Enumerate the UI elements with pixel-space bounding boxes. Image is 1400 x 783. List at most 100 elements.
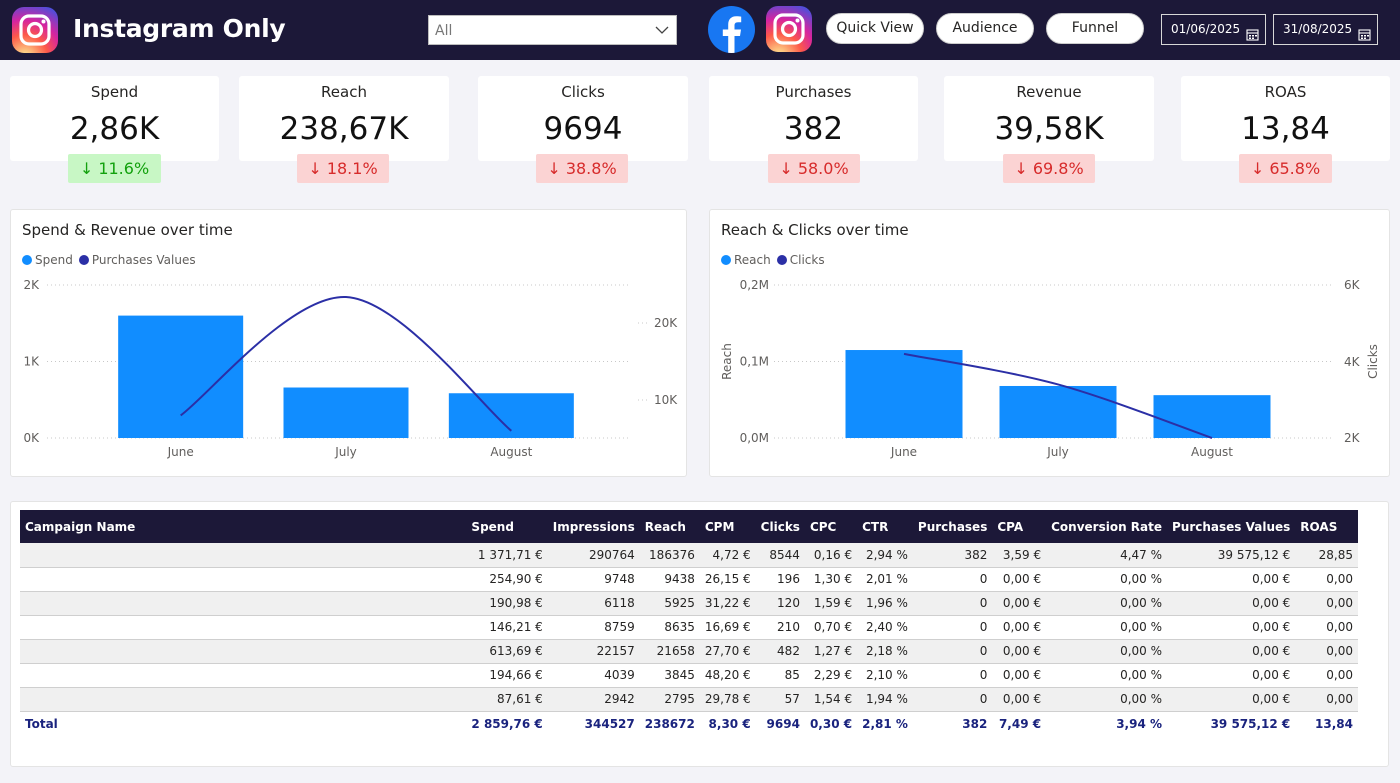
instagram-button-icon[interactable] <box>766 6 812 52</box>
y-tick-label: 0,0M <box>740 431 769 445</box>
reach-clicks-chart[interactable]: Reach & Clicks over time Reach Clicks 0,… <box>709 209 1390 477</box>
quick-view-button[interactable]: Quick View <box>826 13 924 44</box>
table-row[interactable]: 190,98 €6118 5925 31,22 €120 1,59 €1,96 % 0 0… <box>20 591 1358 616</box>
legend-dot <box>22 255 32 265</box>
kpi-card-revenue: Revenue 39,58K <box>944 76 1154 161</box>
cell-ctr: 1,96 % <box>857 591 913 616</box>
cell-spend: 254,90 € <box>466 567 548 592</box>
column-header-roas[interactable]: ROAS <box>1295 510 1358 543</box>
facebook-icon[interactable] <box>708 6 755 53</box>
x-tick-label: August <box>1191 445 1233 459</box>
calendar-icon[interactable] <box>1358 23 1371 52</box>
cell-cpa: 0,00 € <box>992 615 1047 640</box>
kpi-delta-clicks: ↓ 38.8% <box>536 154 628 183</box>
cell-cpc: 1,59 € <box>804 591 858 616</box>
legend-item-spend[interactable]: Spend <box>22 253 73 267</box>
cell-roas: 0,00 <box>1295 663 1358 688</box>
legend-item-purchases-values[interactable]: Purchases Values <box>78 253 196 267</box>
legend-item-clicks[interactable]: Clicks <box>776 253 825 267</box>
cell-impressions: 290764 <box>547 543 640 568</box>
kpi-label: Clicks <box>561 83 605 101</box>
kpi-label: Revenue <box>1016 83 1082 101</box>
kpi-card-purchases: Purchases 382 <box>709 76 918 161</box>
y2-tick-label: 4K <box>1344 355 1361 369</box>
cell-reach: 3845 <box>639 663 700 688</box>
table-row[interactable]: 194,66 €4039 3845 48,20 €85 2,29 €2,10 % 0 0,… <box>20 663 1358 688</box>
table-header-row: Campaign Name Spend Impressions Reach CPM Cli… <box>20 510 1358 543</box>
cell-campaign-name <box>20 591 467 616</box>
campaign-table: Campaign Name Spend Impressions Reach CPM Cli… <box>20 510 1358 737</box>
date-start-input[interactable]: 01/06/2025 <box>1161 14 1266 45</box>
column-header-cpm[interactable]: CPM <box>699 510 756 543</box>
y-tick-label: 0K <box>23 431 40 445</box>
column-header-impressions[interactable]: Impressions <box>547 510 640 543</box>
y2-tick-label: 10K <box>654 393 678 407</box>
date-start-value: 01/06/2025 <box>1171 22 1241 36</box>
column-header-campaign-name[interactable]: Campaign Name <box>20 510 467 543</box>
cell-reach: 5925 <box>639 591 700 616</box>
cell-reach: 9438 <box>639 567 700 592</box>
bar-june <box>845 350 963 438</box>
total-ctr: 2,81 % <box>857 710 913 737</box>
kpi-card-clicks: Clicks 9694 <box>478 76 688 161</box>
cell-cpa: 0,00 € <box>992 567 1047 592</box>
kpi-card-reach: Reach 238,67K <box>239 76 449 161</box>
cell-spend: 190,98 € <box>466 591 548 616</box>
kpi-delta-revenue: ↓ 69.8% <box>1003 154 1095 183</box>
cell-cpm: 4,72 € <box>699 543 756 568</box>
cell-spend: 613,69 € <box>466 639 548 664</box>
cell-impressions: 2942 <box>547 687 640 712</box>
table-row[interactable]: 87,61 €2942 2795 29,78 €57 1,54 €1,94 % 0 0,0… <box>20 687 1358 712</box>
spend-revenue-chart[interactable]: Spend & Revenue over time Spend Purchase… <box>10 209 687 477</box>
cell-cpa: 0,00 € <box>992 591 1047 616</box>
total-spend: 2 859,76 € <box>466 710 548 737</box>
cell-spend: 194,66 € <box>466 663 548 688</box>
kpi-card-roas: ROAS 13,84 <box>1181 76 1390 161</box>
audience-button[interactable]: Audience <box>936 13 1034 44</box>
cell-cpm: 26,15 € <box>699 567 756 592</box>
column-header-ctr[interactable]: CTR <box>857 510 913 543</box>
column-header-spend[interactable]: Spend <box>466 510 548 543</box>
cell-roas: 0,00 <box>1295 567 1358 592</box>
table-row[interactable]: 1 371,71 €290764 186376 4,72 €8544 0,16 €2,… <box>20 543 1358 568</box>
cell-reach: 21658 <box>639 639 700 664</box>
cell-purchases: 0 <box>912 663 993 688</box>
cell-purchases-values: 0,00 € <box>1167 615 1296 640</box>
cell-clicks: 57 <box>755 687 805 712</box>
y-tick-label: 0,1M <box>740 355 769 369</box>
cell-spend: 87,61 € <box>466 687 548 712</box>
cell-cpa: 0,00 € <box>992 639 1047 664</box>
cell-clicks: 196 <box>755 567 805 592</box>
column-header-cpa[interactable]: CPA <box>992 510 1047 543</box>
dropdown-selected-value: All <box>435 23 453 39</box>
funnel-button[interactable]: Funnel <box>1046 13 1144 44</box>
column-header-purchases[interactable]: Purchases <box>912 510 993 543</box>
column-header-clicks[interactable]: Clicks <box>755 510 805 543</box>
calendar-icon[interactable] <box>1246 23 1259 52</box>
cell-clicks: 8544 <box>755 543 805 568</box>
column-header-cpc[interactable]: CPC <box>804 510 858 543</box>
x-tick-label: August <box>490 445 532 459</box>
campaign-filter-dropdown[interactable]: All <box>428 15 677 45</box>
bar-august <box>1153 395 1271 438</box>
cell-campaign-name <box>20 615 467 640</box>
cell-clicks: 85 <box>755 663 805 688</box>
kpi-delta-reach: ↓ 18.1% <box>297 154 389 183</box>
cell-impressions: 22157 <box>547 639 640 664</box>
column-header-reach[interactable]: Reach <box>639 510 700 543</box>
cell-roas: 28,85 <box>1295 543 1358 568</box>
column-header-purchases-values[interactable]: Purchases Values <box>1167 510 1296 543</box>
cell-conversion-rate: 0,00 % <box>1046 567 1167 592</box>
cell-campaign-name <box>20 543 467 568</box>
column-header-conversion-rate[interactable]: Conversion Rate <box>1046 510 1167 543</box>
date-end-input[interactable]: 31/08/2025 <box>1273 14 1378 45</box>
legend-item-reach[interactable]: Reach <box>721 253 771 267</box>
table-row[interactable]: 613,69 €22157 21658 27,70 €482 1,27 €2,18 %… <box>20 639 1358 664</box>
cell-cpc: 1,30 € <box>804 567 858 592</box>
cell-reach: 2795 <box>639 687 700 712</box>
y-axis-title: Reach <box>720 343 734 380</box>
table-row[interactable]: 254,90 €9748 9438 26,15 €196 1,30 €2,01 % 0 0… <box>20 567 1358 592</box>
kpi-label: ROAS <box>1264 83 1307 101</box>
table-row[interactable]: 146,21 €8759 8635 16,69 €210 0,70 €2,40 % 0 0… <box>20 615 1358 640</box>
cell-purchases-values: 39 575,12 € <box>1167 543 1296 568</box>
